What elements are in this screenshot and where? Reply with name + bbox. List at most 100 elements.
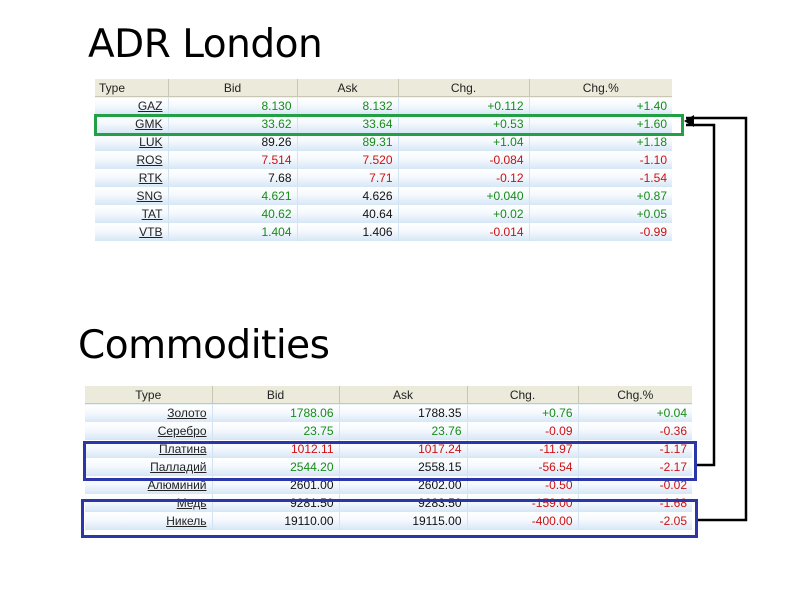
instrument-link[interactable]: SNG: [136, 189, 163, 203]
ask-cell: 8.132: [296, 96, 398, 115]
instrument-link-cell[interactable]: GMK: [95, 115, 168, 133]
bid-cell: 8.130: [167, 96, 297, 115]
instrument-link[interactable]: RTK: [138, 171, 163, 185]
chg-pct-cell: -1.10: [528, 151, 672, 169]
instrument-link-cell[interactable]: GAZ: [95, 96, 168, 115]
instrument-link[interactable]: Платина: [158, 442, 207, 456]
adr-header-row: Type Bid Ask Chg. Chg.%: [95, 79, 672, 97]
instrument-link-cell[interactable]: Палладий: [85, 458, 212, 476]
adr-row-gmk: GMK 33.62 33.64 +0.53 +1.60: [95, 115, 672, 133]
chg-pct-cell: -2.17: [577, 458, 692, 476]
instrument-link-cell[interactable]: Серебро: [85, 422, 212, 440]
ask-cell: 7.71: [296, 169, 398, 187]
chg-pct-cell: +1.40: [528, 96, 672, 115]
chg-cell: -0.014: [397, 223, 529, 241]
adr-london-title: ADR London: [88, 22, 323, 67]
chg-cell: +0.02: [397, 205, 529, 223]
instrument-link[interactable]: Никель: [166, 514, 207, 528]
instrument-link[interactable]: GMK: [135, 117, 163, 131]
instrument-link-cell[interactable]: Платина: [85, 440, 212, 458]
bid-cell: 2544.20: [211, 458, 339, 476]
bid-cell: 89.26: [167, 133, 297, 151]
ask-cell: 1788.35: [338, 403, 467, 422]
bid-cell: 33.62: [167, 115, 297, 133]
chg-cell: -0.084: [397, 151, 529, 169]
col-header-ask[interactable]: Ask: [338, 386, 467, 404]
adr-row-luk: LUK 89.26 89.31 +1.04 +1.18: [95, 133, 672, 151]
chg-pct-cell: -0.36: [577, 422, 692, 440]
col-header-type[interactable]: Type: [85, 386, 212, 404]
instrument-link[interactable]: TAT: [141, 207, 163, 221]
ask-cell: 7.520: [296, 151, 398, 169]
chg-pct-cell: -0.99: [528, 223, 672, 241]
instrument-link-cell[interactable]: Никель: [85, 512, 212, 530]
chg-pct-cell: -1.17: [577, 440, 692, 458]
commodity-row-медь: Медь 9281.50 9283.50 -159.00 -1.68: [85, 494, 692, 512]
instrument-link-cell[interactable]: RTK: [95, 169, 168, 187]
connector-gmk-to-pgm: [686, 123, 716, 467]
commodity-row-серебро: Серебро 23.75 23.76 -0.09 -0.36: [85, 422, 692, 440]
instrument-link-cell[interactable]: SNG: [95, 187, 168, 205]
instrument-link-cell[interactable]: ROS: [95, 151, 168, 169]
ask-cell: 2558.15: [338, 458, 467, 476]
chg-cell: -11.97: [466, 440, 578, 458]
connector-arrowhead: [684, 115, 694, 127]
ask-cell: 33.64: [296, 115, 398, 133]
col-header-type[interactable]: Type: [95, 79, 168, 97]
col-header-bid[interactable]: Bid: [167, 79, 297, 97]
instrument-link-cell[interactable]: LUK: [95, 133, 168, 151]
col-header-ask[interactable]: Ask: [296, 79, 398, 97]
chg-cell: -400.00: [466, 512, 578, 530]
adr-row-vtb: VTB 1.404 1.406 -0.014 -0.99: [95, 223, 672, 241]
bid-cell: 40.62: [167, 205, 297, 223]
bid-cell: 1788.06: [211, 403, 339, 422]
instrument-link[interactable]: Алюминий: [147, 478, 207, 492]
chg-pct-cell: -1.54: [528, 169, 672, 187]
col-header-bid[interactable]: Bid: [211, 386, 339, 404]
adr-row-tat: TAT 40.62 40.64 +0.02 +0.05: [95, 205, 672, 223]
instrument-link[interactable]: ROS: [136, 153, 163, 167]
instrument-link[interactable]: Серебро: [157, 424, 207, 438]
instrument-link-cell[interactable]: Золото: [85, 403, 212, 422]
bid-cell: 1.404: [167, 223, 297, 241]
instrument-link-cell[interactable]: VTB: [95, 223, 168, 241]
chg-cell: -56.54: [466, 458, 578, 476]
col-header-chg-pct[interactable]: Chg.%: [577, 386, 692, 404]
adr-row-rtk: RTK 7.68 7.71 -0.12 -1.54: [95, 169, 672, 187]
instrument-link[interactable]: GAZ: [137, 99, 163, 113]
instrument-link-cell[interactable]: TAT: [95, 205, 168, 223]
chg-cell: -0.09: [466, 422, 578, 440]
bid-cell: 1012.11: [211, 440, 339, 458]
chg-pct-cell: +1.18: [528, 133, 672, 151]
instrument-link[interactable]: Золото: [167, 406, 207, 420]
ask-cell: 40.64: [296, 205, 398, 223]
chg-pct-cell: -1.68: [577, 494, 692, 512]
adr-quotes-table: Type Bid Ask Chg. Chg.% GAZ 8.130 8.132 +0.…: [95, 79, 672, 241]
ask-cell: 9283.50: [338, 494, 467, 512]
commodities-rows: Золото 1788.06 1788.35 +0.76 +0.04 Серебро 23.…: [85, 403, 692, 530]
ask-cell: 89.31: [296, 133, 398, 151]
adr-row-ros: ROS 7.514 7.520 -0.084 -1.10: [95, 151, 672, 169]
chg-pct-cell: -2.05: [577, 512, 692, 530]
chg-cell: +0.112: [397, 96, 529, 115]
ask-cell: 1.406: [296, 223, 398, 241]
commodity-row-палладий: Палладий 2544.20 2558.15 -56.54 -2.17: [85, 458, 692, 476]
commodities-header-row: Type Bid Ask Chg. Chg.%: [85, 386, 692, 404]
col-header-chg[interactable]: Chg.: [466, 386, 578, 404]
chg-cell: -0.12: [397, 169, 529, 187]
ask-cell: 1017.24: [338, 440, 467, 458]
commodities-quotes-table: Type Bid Ask Chg. Chg.% Золото 1788.06 178…: [85, 386, 692, 530]
instrument-link[interactable]: VTB: [139, 225, 163, 239]
chg-pct-cell: +0.04: [577, 403, 692, 422]
bid-cell: 7.514: [167, 151, 297, 169]
instrument-link[interactable]: Палладий: [150, 460, 207, 474]
adr-row-gaz: GAZ 8.130 8.132 +0.112 +1.40: [95, 96, 672, 115]
connector-gmk-to-base-metals: [686, 116, 748, 522]
instrument-link[interactable]: LUK: [139, 135, 163, 149]
bid-cell: 19110.00: [211, 512, 339, 530]
chg-cell: +0.040: [397, 187, 529, 205]
col-header-chg[interactable]: Chg.: [397, 79, 529, 97]
chg-cell: +0.53: [397, 115, 529, 133]
col-header-chg-pct[interactable]: Chg.%: [528, 79, 672, 97]
